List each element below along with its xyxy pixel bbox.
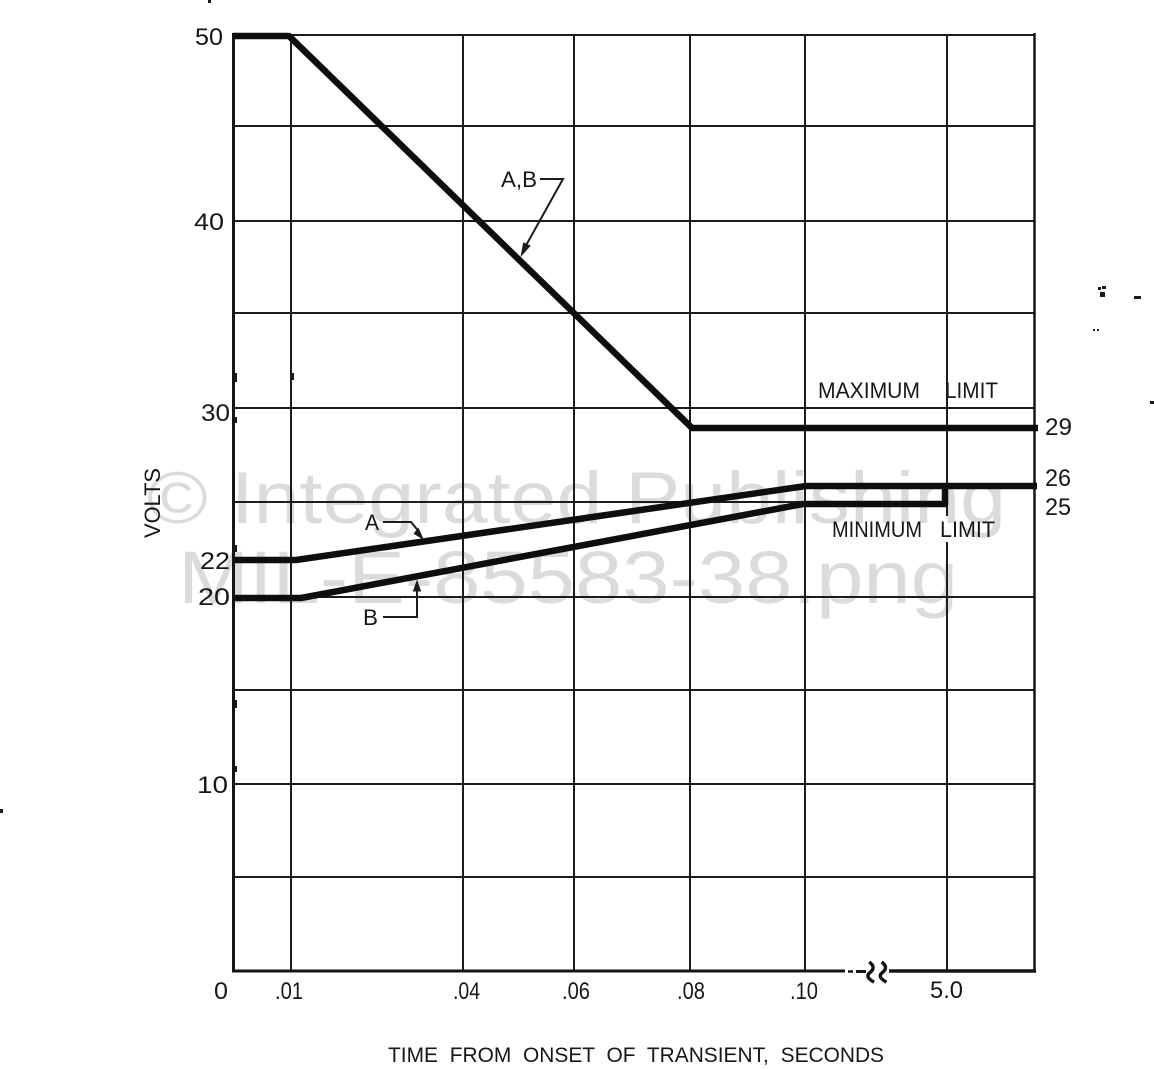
svg-text:50: 50 <box>195 24 223 51</box>
svg-text:20: 20 <box>198 584 230 611</box>
svg-text:LIMIT: LIMIT <box>945 378 998 403</box>
svg-text:LIMIT: LIMIT <box>940 517 995 542</box>
svg-text:A: A <box>365 510 379 535</box>
svg-text:5.0: 5.0 <box>930 977 963 1004</box>
svg-text:0: 0 <box>214 978 228 1005</box>
svg-text:A,B: A,B <box>501 167 537 192</box>
svg-text:40: 40 <box>194 209 224 236</box>
svg-text:.04: .04 <box>453 978 480 1005</box>
svg-text:.08: .08 <box>677 978 705 1005</box>
svg-text:26: 26 <box>1045 465 1071 492</box>
svg-text:30: 30 <box>201 400 230 427</box>
svg-text:TIME FROM ONSET OF TRANSIENT,: TIME FROM ONSET OF TRANSIENT, SECONDS <box>388 1044 884 1067</box>
svg-text:B: B <box>363 605 378 630</box>
svg-text:MINIMUM: MINIMUM <box>832 517 922 542</box>
svg-text:10: 10 <box>197 772 228 799</box>
svg-text:22: 22 <box>200 548 230 575</box>
svg-text:.01: .01 <box>275 978 303 1005</box>
svg-text:29: 29 <box>1045 414 1072 441</box>
svg-text:.10: .10 <box>790 978 818 1005</box>
svg-text:MAXIMUM: MAXIMUM <box>818 378 920 403</box>
svg-text:25: 25 <box>1045 494 1071 521</box>
svg-text:.06: .06 <box>562 978 590 1005</box>
svg-text:VOLTS: VOLTS <box>140 468 165 538</box>
